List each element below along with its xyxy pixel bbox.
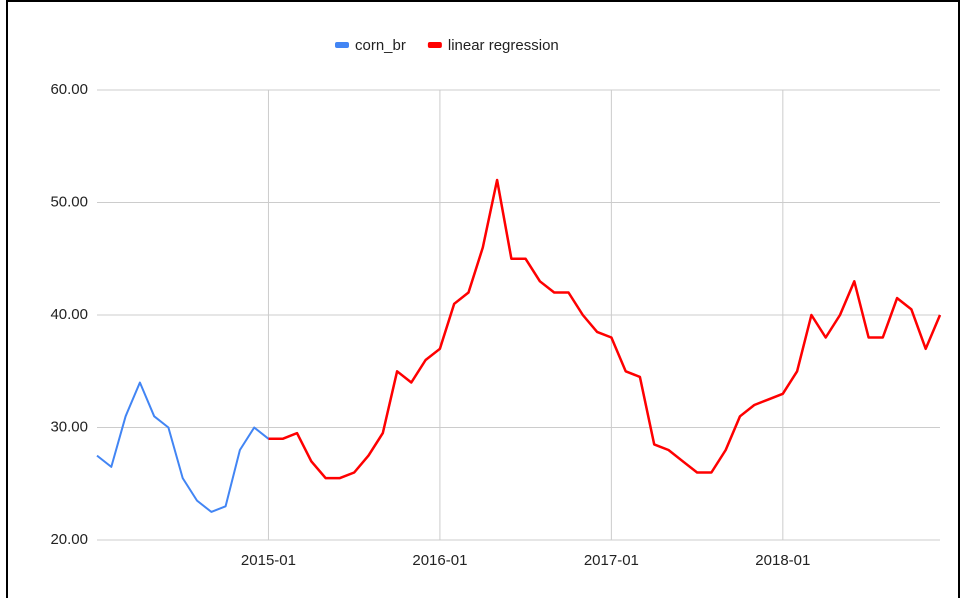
x-tick-label: 2016-01 (412, 552, 467, 569)
frame (6, 0, 960, 602)
y-tick-label: 60.00 (50, 81, 88, 98)
series-line (268, 178, 942, 480)
legend-label: corn_br (355, 37, 406, 54)
x-tick-label: 2015-01 (241, 552, 296, 569)
y-tick-label: 50.00 (50, 193, 88, 210)
x-tick-label: 2018-01 (755, 552, 810, 569)
legend-swatch (427, 42, 442, 48)
legend-swatch (335, 42, 349, 48)
y-tick-label: 40.00 (50, 306, 88, 323)
y-tick-label: 20.00 (50, 531, 88, 548)
y-tick-label: 30.00 (50, 418, 88, 435)
x-tick-label: 2017-01 (584, 552, 639, 569)
legend-label: linear regression (448, 37, 559, 54)
